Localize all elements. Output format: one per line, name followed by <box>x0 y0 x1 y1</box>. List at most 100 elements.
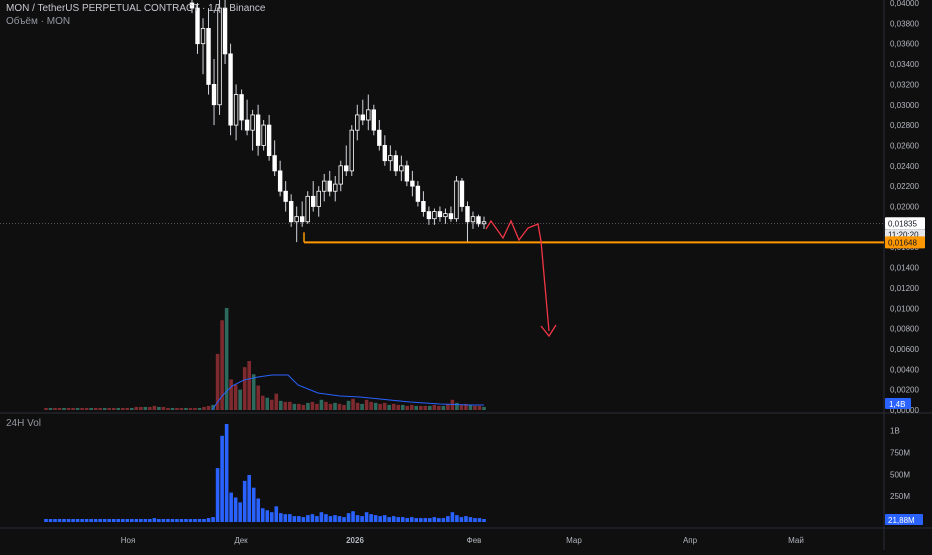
vol24h-bar <box>409 517 414 522</box>
volume-bar <box>53 407 57 410</box>
candle-body <box>299 216 305 223</box>
volume-bar <box>206 405 211 410</box>
volume-bar <box>369 401 373 410</box>
vol24h-bar <box>468 517 473 522</box>
volume-bar <box>193 407 197 410</box>
vol24h-bar <box>206 518 211 522</box>
vol24h-bar <box>184 519 188 522</box>
time-axis-label: Фев <box>467 536 482 545</box>
candle-body <box>189 2 195 9</box>
volume-bar <box>315 403 319 410</box>
volume-bar <box>62 407 66 410</box>
candle-body <box>255 114 261 146</box>
vol24h-bar <box>324 514 328 522</box>
price-tick-label: 0,02000 <box>890 203 919 212</box>
vol24h-bar <box>152 518 157 522</box>
candle-body <box>382 145 388 162</box>
vol24h-tick-label: 250M <box>890 492 910 501</box>
volume-bar <box>297 403 301 410</box>
candle-body <box>448 213 454 220</box>
volume-bar <box>197 407 202 410</box>
time-axis-label: Дек <box>234 536 248 545</box>
candle-body <box>244 119 250 131</box>
volume-bar <box>129 407 134 410</box>
volume-bar <box>437 405 441 410</box>
vol24h-bar <box>57 519 62 522</box>
vol24h-bar <box>328 516 333 522</box>
price-tick-label: 0,02200 <box>890 182 919 191</box>
vol24h-bar <box>373 515 378 522</box>
candle-body <box>360 114 365 121</box>
vol24h-bar <box>265 510 270 522</box>
vol24h-bar <box>125 519 130 522</box>
candle-body <box>206 28 211 85</box>
countdown-tag <box>885 229 925 241</box>
volume-bar <box>256 385 261 410</box>
candle-body <box>217 7 222 106</box>
volume-bar <box>441 405 446 410</box>
vol24h-bar <box>346 513 351 522</box>
price-tick-label: 0,00000 <box>890 406 919 415</box>
candle-body <box>399 165 404 172</box>
volume-bar <box>175 407 179 410</box>
candle-body <box>443 213 448 218</box>
vol24h-bar <box>157 519 161 522</box>
vol24h-bar <box>211 517 215 522</box>
candle-body <box>333 183 338 192</box>
candle-body <box>311 195 316 207</box>
candle-body <box>404 165 410 182</box>
price-tick-label: 0,02400 <box>890 162 919 171</box>
vol24h-bar <box>396 517 401 522</box>
vol24h-bar <box>197 519 202 522</box>
candle-body <box>272 155 277 172</box>
volume-bar <box>477 405 482 410</box>
volume-bar <box>459 404 464 410</box>
vol24h-bar <box>279 513 283 522</box>
volume-bar <box>360 403 364 410</box>
volume-bar <box>364 399 369 410</box>
vol24h-bar <box>477 518 482 522</box>
candle-body <box>266 124 272 157</box>
volume-bar <box>288 401 292 410</box>
candle-body <box>261 124 266 146</box>
vol24h-bar <box>233 497 238 522</box>
volume-bar <box>382 402 387 410</box>
volume-bar <box>120 407 125 410</box>
vol24h-bar <box>310 514 315 522</box>
candle-body <box>338 165 343 185</box>
volume-bar <box>184 407 188 410</box>
price-tick-label: 0,03800 <box>890 19 919 28</box>
volume-tag <box>885 398 911 409</box>
candle-body <box>371 109 377 131</box>
vol24h-bar <box>418 518 423 522</box>
volume-bar <box>148 406 152 410</box>
volume-bar <box>400 404 405 410</box>
volume-ma-line <box>211 374 484 411</box>
current-price-tag <box>885 217 925 230</box>
vol24h-tick-label: 500M <box>890 470 910 479</box>
price-tick-label: 0,01200 <box>890 284 919 293</box>
volume-bar <box>48 407 53 410</box>
volume-bar <box>292 403 297 410</box>
time-axis-label: Май <box>788 536 804 545</box>
vol24h-bar <box>378 516 382 522</box>
volume-bar <box>378 403 382 410</box>
vol24h-bar <box>342 517 346 522</box>
candle-body <box>228 53 233 126</box>
vol24h-bar <box>369 514 373 522</box>
volume-bar <box>405 405 410 410</box>
vol24h-bar <box>351 511 355 522</box>
vol24h-bar <box>220 435 224 522</box>
volume-bar <box>301 404 306 410</box>
volume-bar <box>93 407 98 410</box>
candle-body <box>470 216 476 223</box>
volume-bar <box>306 402 310 410</box>
volume-bar <box>102 407 107 410</box>
vol24h-bar <box>202 519 206 522</box>
volume-bar <box>260 395 265 410</box>
vol24h-bar <box>224 424 229 522</box>
candle-body <box>288 201 294 223</box>
vol24h-bar <box>360 516 364 522</box>
